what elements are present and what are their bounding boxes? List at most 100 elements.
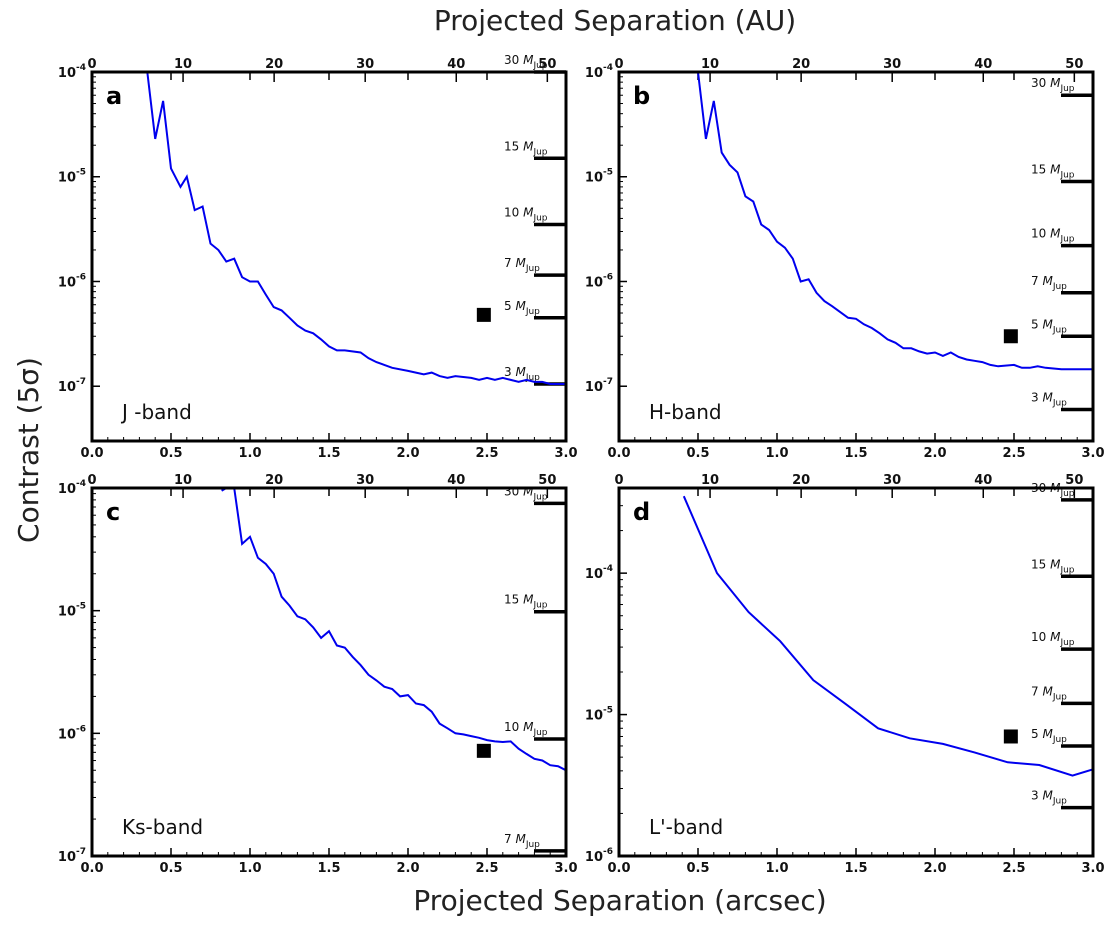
mass-limit-label: 5 MJup: [1031, 727, 1067, 745]
top-tick-label: 50: [1065, 57, 1083, 72]
mass-limit-label: 5 MJup: [504, 299, 540, 317]
mass-limit-label: 30 MJup: [504, 53, 548, 71]
x-tick-label: 2.0: [396, 861, 419, 876]
y-tick-label: 10-4: [58, 479, 86, 497]
x-tick-label: 3.0: [554, 861, 577, 876]
mass-limit-label: 7 MJup: [504, 832, 540, 850]
y-tick-label: 10-4: [585, 63, 613, 81]
x-tick-label: 3.0: [1081, 861, 1104, 876]
panel-letter: b: [633, 82, 650, 110]
y-tick-exponent: -5: [603, 168, 613, 178]
mass-limit-label: 5 MJup: [1031, 317, 1067, 335]
x-tick-label: 2.5: [475, 861, 498, 876]
x-tick-label: 0.0: [607, 446, 630, 461]
axes-frame: [617, 486, 1095, 858]
y-axis-title: Contrast (5σ): [12, 357, 45, 543]
contrast-curve: [682, 495, 1093, 777]
axes-frame: [90, 486, 568, 858]
x-tick-label: 0.0: [80, 446, 103, 461]
y-tick-label: 10-6: [58, 272, 86, 290]
top-tick-label: 40: [974, 57, 992, 72]
x-tick-label: 1.5: [844, 861, 867, 876]
panel-letter: c: [106, 498, 120, 526]
x-tick-label: 0.0: [607, 861, 630, 876]
x-tick-label: 0.5: [159, 861, 182, 876]
top-tick-label: 10: [701, 473, 719, 488]
x-tick-label: 1.0: [238, 861, 261, 876]
band-label: J -band: [120, 400, 192, 424]
y-tick-exponent: -6: [76, 724, 86, 734]
y-tick-label: 10-5: [585, 706, 613, 724]
top-tick-label: 20: [792, 57, 810, 72]
axes-frame: [90, 70, 568, 443]
y-tick-label: 10-5: [58, 602, 86, 620]
mass-limit-label: 7 MJup: [504, 256, 540, 274]
top-tick-label: 30: [356, 473, 374, 488]
mass-limit-label: 10 MJup: [1031, 227, 1075, 245]
mass-limit-label: 3 MJup: [1031, 789, 1067, 807]
top-tick-label: 40: [974, 473, 992, 488]
x-tick-label: 1.5: [844, 446, 867, 461]
y-tick-exponent: -4: [603, 564, 613, 574]
x-tick-label: 1.0: [765, 861, 788, 876]
companion-marker: [476, 743, 491, 758]
y-tick-exponent: -5: [76, 168, 86, 178]
top-tick-label: 0: [614, 57, 623, 72]
mass-limit-label: 15 MJup: [1031, 557, 1075, 575]
top-tick-label: 20: [265, 473, 283, 488]
x-tick-label: 2.0: [923, 861, 946, 876]
y-tick-label: 10-4: [58, 63, 86, 81]
mass-limit-label: 15 MJup: [504, 593, 548, 611]
mass-limit-label: 10 MJup: [1031, 630, 1075, 648]
band-label: H-band: [649, 400, 722, 424]
mass-limit-label: 15 MJup: [504, 139, 548, 157]
x-tick-label: 2.0: [923, 446, 946, 461]
band-label: Ks-band: [122, 815, 203, 839]
y-tick-exponent: -6: [603, 847, 613, 857]
panel-letter: a: [106, 82, 122, 110]
x-tick-label: 0.0: [80, 861, 103, 876]
mass-limit-label: 10 MJup: [504, 205, 548, 223]
y-tick-exponent: -7: [76, 377, 86, 387]
x-tick-label: 0.5: [686, 446, 709, 461]
panel-d: 0.0 0.5 1.0 1.5 2.0 2.5 3.0 0 10 20 30 40 50 10-4 10-5…: [585, 473, 1105, 876]
top-tick-label: 20: [792, 473, 810, 488]
x-tick-label: 1.0: [765, 446, 788, 461]
y-tick-label: 10-4: [585, 564, 613, 582]
companion-marker: [1003, 329, 1018, 344]
y-tick-label: 10-6: [585, 272, 613, 290]
mass-limit-label: 10 MJup: [504, 720, 548, 738]
top-tick-label: 10: [174, 57, 192, 72]
top-tick-label: 10: [174, 473, 192, 488]
band-label: L'-band: [649, 815, 723, 839]
contrast-curve: [146, 72, 566, 385]
x-tick-label: 1.0: [238, 446, 261, 461]
x-tick-label: 2.5: [475, 446, 498, 461]
top-tick-label: 50: [1065, 473, 1083, 488]
y-tick-exponent: -7: [603, 377, 613, 387]
companion-marker: [476, 307, 491, 322]
mass-limit-label: 7 MJup: [1031, 274, 1067, 292]
panel-b: 0.0 0.5 1.0 1.5 2.0 2.5 3.0 0 10 20 30 40 50 10-4 10-5…: [585, 57, 1105, 461]
top-tick-label: 40: [447, 57, 465, 72]
top-tick-label: 40: [447, 473, 465, 488]
panel-letter: d: [633, 498, 650, 526]
mass-limit-label: 30 MJup: [1031, 76, 1075, 94]
y-tick-exponent: -6: [603, 272, 613, 282]
top-tick-label: 0: [614, 473, 623, 488]
mass-limit-label: 15 MJup: [1031, 163, 1075, 181]
x-tick-label: 0.5: [686, 861, 709, 876]
top-tick-label: 30: [883, 57, 901, 72]
top-tick-label: 50: [538, 473, 556, 488]
top-tick-label: 30: [883, 473, 901, 488]
y-tick-label: 10-6: [58, 724, 86, 742]
y-tick-label: 10-7: [58, 377, 86, 395]
x-tick-label: 1.5: [317, 861, 340, 876]
y-tick-exponent: -4: [603, 63, 613, 73]
y-tick-label: 10-5: [585, 168, 613, 186]
top-tick-label: 50: [538, 57, 556, 72]
x-tick-label: 2.5: [1002, 446, 1025, 461]
y-tick-label: 10-7: [585, 377, 613, 395]
x-tick-label: 2.0: [396, 446, 419, 461]
